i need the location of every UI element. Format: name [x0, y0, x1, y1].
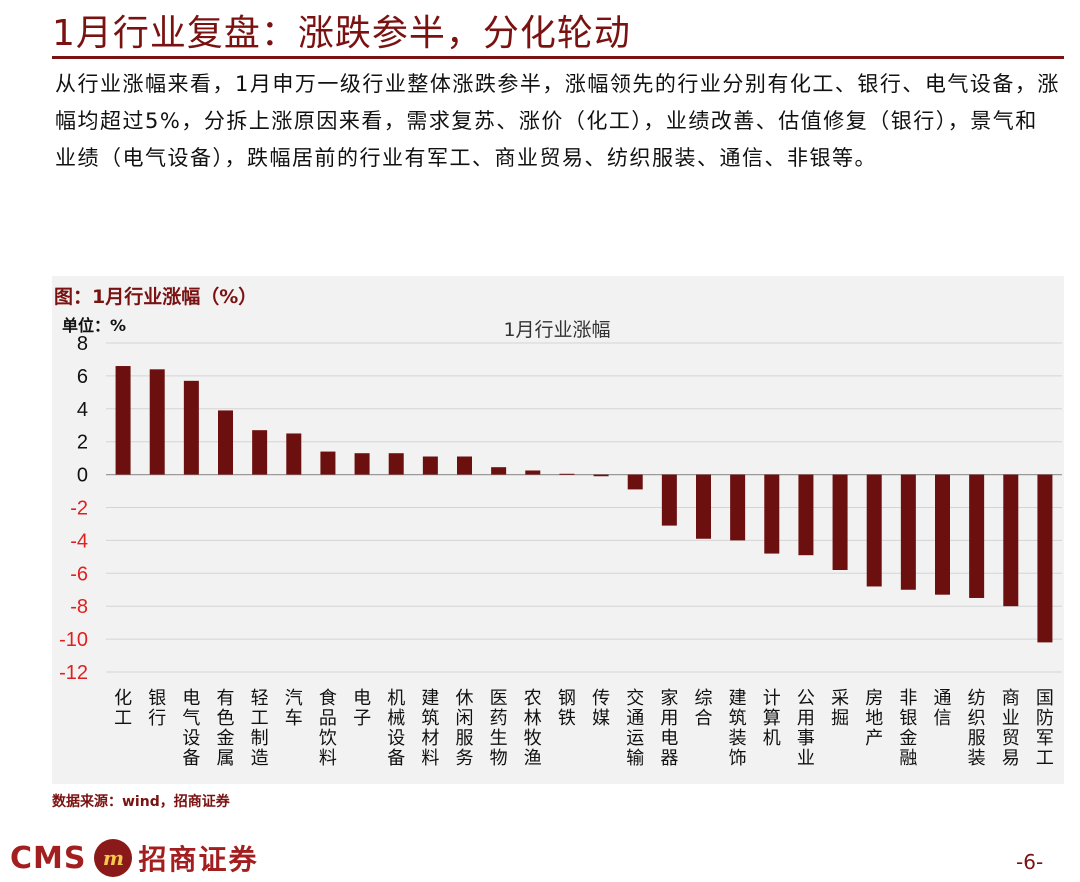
slide-title: 1月行业复盘：涨跌参半，分化轮动 — [52, 13, 631, 54]
figure-caption: 图：1月行业涨幅（%） — [54, 286, 258, 308]
bar-2 — [183, 380, 199, 475]
bar-10 — [457, 456, 472, 475]
category-label: 交通运输 — [626, 688, 644, 769]
bar-25 — [969, 474, 985, 598]
data-source: 数据来源：wind，招商证券 — [52, 794, 230, 810]
bar-18 — [730, 474, 746, 541]
chart-title: 1月行业涨幅 — [503, 319, 610, 341]
category-label: 纺织服装 — [968, 688, 986, 769]
bar-16 — [661, 474, 677, 526]
category-label: 建筑装饰 — [729, 688, 747, 769]
y-tick-label: 0 — [77, 465, 88, 487]
bars — [115, 366, 1053, 643]
category-label: 非银金融 — [899, 688, 917, 769]
category-label: 机械设备 — [387, 688, 405, 769]
bar-13 — [559, 473, 575, 475]
logo-company-name: 招商证券 — [138, 843, 259, 876]
bar-27 — [1037, 474, 1053, 643]
category-label: 食品饮料 — [319, 688, 337, 769]
category-label: 建筑材料 — [421, 688, 439, 769]
y-tick-label: -10 — [59, 629, 88, 651]
bar-21 — [832, 474, 848, 571]
category-label: 采掘 — [831, 688, 849, 729]
category-labels: 化工银行电气设备有色金属轻工制造汽车食品饮料电子机械设备建筑材料休闲服务医药生物… — [114, 688, 1054, 769]
company-logo: CMS m 招商证券 — [10, 836, 259, 880]
bar-15 — [627, 474, 643, 490]
bar-22 — [866, 474, 882, 587]
category-label: 农林牧渔 — [524, 688, 542, 769]
bar-3 — [218, 410, 233, 475]
category-label: 医药生物 — [490, 688, 508, 769]
y-tick-label: 6 — [77, 366, 88, 388]
category-label: 通信 — [934, 688, 952, 729]
category-label: 钢铁 — [558, 688, 576, 729]
bar-1 — [149, 369, 165, 475]
category-label: 传媒 — [592, 688, 610, 729]
y-tick-label: 4 — [77, 399, 88, 421]
category-label: 综合 — [695, 688, 713, 729]
category-label: 电气设备 — [182, 688, 200, 769]
bar-12 — [525, 470, 541, 475]
bar-6 — [320, 451, 336, 475]
category-label: 有色金属 — [217, 688, 235, 769]
bar-4 — [252, 430, 268, 475]
bar-17 — [696, 474, 711, 539]
bar-9 — [422, 456, 438, 475]
category-label: 房地产 — [865, 688, 883, 749]
page-number: -6- — [1016, 850, 1044, 874]
y-tick-label: -6 — [70, 563, 88, 585]
category-label: 家用电器 — [660, 688, 678, 769]
bar-23 — [900, 474, 916, 590]
y-tick-label: -12 — [59, 662, 88, 684]
category-label: 公用事业 — [797, 688, 815, 769]
logo-cms-text: CMS — [10, 840, 87, 876]
bar-5 — [286, 433, 302, 475]
intro-paragraph: 从行业涨幅来看，1月申万一级行业整体涨跌参半，涨幅领先的行业分别有化工、银行、电… — [55, 72, 1060, 170]
category-label: 计算机 — [763, 688, 781, 749]
bar-14 — [593, 474, 609, 477]
category-label: 汽车 — [285, 688, 303, 729]
y-tick-label: -2 — [70, 498, 88, 520]
y-tick-label: 8 — [77, 333, 88, 355]
category-label: 国防军工 — [1036, 688, 1054, 769]
category-label: 电子 — [353, 688, 371, 729]
chart-panel — [52, 276, 1064, 784]
y-tick-label: -4 — [70, 530, 88, 552]
bar-26 — [1003, 474, 1019, 607]
grid-lines — [106, 342, 1062, 673]
category-label: 商业贸易 — [1002, 688, 1020, 769]
category-label: 银行 — [148, 688, 166, 729]
category-label: 轻工制造 — [251, 688, 269, 769]
unit-label: 单位：% — [62, 316, 127, 335]
bar-0 — [115, 366, 131, 475]
bar-11 — [491, 467, 507, 475]
title-divider — [52, 56, 1064, 59]
y-tick-label: 2 — [77, 432, 88, 454]
category-label: 休闲服务 — [456, 688, 474, 769]
bar-24 — [935, 474, 950, 595]
y-tick-labels: 8 6 4 2 0 -2 -4 -6 -8 -10 -12 — [59, 333, 88, 684]
y-tick-label: -8 — [70, 596, 88, 618]
bar-19 — [764, 474, 780, 554]
category-label: 化工 — [114, 688, 132, 729]
bar-8 — [388, 453, 404, 475]
bar-7 — [354, 453, 370, 475]
logo-emblem-icon: m — [94, 839, 133, 877]
bar-20 — [798, 474, 814, 556]
